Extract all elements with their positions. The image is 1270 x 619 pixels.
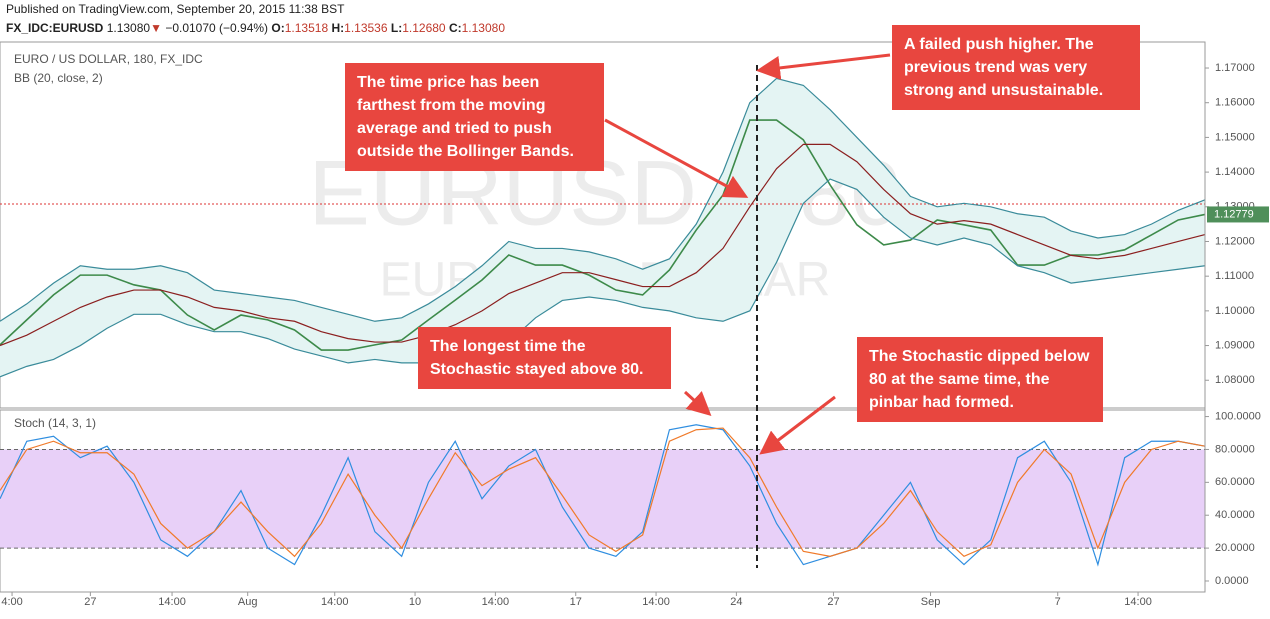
- annotation: The time price has been farthest from th…: [345, 63, 604, 171]
- arrow: [756, 53, 891, 80]
- series-line: [0, 143, 1206, 347]
- band-fill: [0, 78, 1205, 377]
- y-tick-label: 60.0000: [1215, 476, 1255, 488]
- x-tick-label: 14:00: [321, 596, 349, 608]
- x-tick-label: 27: [827, 596, 839, 608]
- series-line: [0, 119, 1206, 351]
- x-tick-label: Aug: [238, 596, 258, 608]
- x-tick-label: 4:00: [1, 596, 22, 608]
- price-marker: [1207, 206, 1269, 223]
- x-tick-label: 10: [409, 596, 421, 608]
- ohlc-value: 1.13518: [284, 21, 329, 35]
- x-tick-label: Sep: [921, 596, 941, 608]
- pane-title: Stoch (14, 3, 1): [14, 416, 96, 430]
- y-tick-label: 80.0000: [1215, 443, 1255, 455]
- pane-title: EURO / US DOLLAR, 180, FX_IDC: [14, 52, 203, 66]
- series-line: [0, 427, 1206, 558]
- y-tick-label: 1.17000: [1215, 62, 1255, 74]
- series-line: [0, 178, 1206, 378]
- quote-line: FX_IDC:EURUSD 1.13080▼ −0.01070 (−0.94%)…: [6, 21, 505, 35]
- y-tick-label: 1.08000: [1215, 374, 1255, 386]
- ohlc: O:1.13518 H:1.13536 L:1.12680 C:1.13080: [271, 21, 505, 35]
- change: −0.01070 (−0.94%): [165, 21, 269, 35]
- price: 1.13080: [106, 21, 151, 35]
- ohlc-key: C:: [448, 21, 462, 35]
- ohlc-key: L:: [390, 21, 403, 35]
- y-tick-label: 1.14000: [1215, 166, 1255, 178]
- series-line: [0, 77, 1206, 322]
- symbol: FX_IDC:EURUSD: [6, 21, 104, 35]
- x-tick-label: 17: [570, 596, 582, 608]
- x-tick-label: 14:00: [158, 596, 186, 608]
- y-tick-label: 1.12000: [1215, 235, 1255, 247]
- ohlc-value: 1.13080: [461, 21, 506, 35]
- x-tick-label: 14:00: [482, 596, 510, 608]
- arrow: [683, 390, 712, 417]
- band-fill: [0, 449, 1205, 549]
- y-tick-label: 1.15000: [1215, 131, 1255, 143]
- ohlc-value: 1.12680: [402, 21, 446, 35]
- x-tick-label: 24: [730, 596, 742, 608]
- y-tick-label: 1.10000: [1215, 305, 1255, 317]
- ohlc-key: H:: [331, 21, 345, 35]
- annotation: The longest time the Stochastic stayed a…: [418, 327, 671, 389]
- y-tick-label: 40.0000: [1215, 509, 1255, 521]
- price-marker-label: 1.12779: [1214, 208, 1254, 220]
- down-arrow: ▼: [150, 21, 162, 35]
- ohlc-key: O:: [271, 21, 285, 35]
- x-tick-label: 14:00: [642, 596, 670, 608]
- series-line: [0, 424, 1206, 567]
- x-tick-label: 27: [84, 596, 96, 608]
- y-tick-label: 100.0000: [1215, 410, 1261, 422]
- y-tick-label: 0.0000: [1215, 575, 1249, 587]
- arrow: [759, 395, 836, 455]
- annotation: The Stochastic dipped below 80 at the sa…: [857, 337, 1103, 422]
- ohlc-value: 1.13536: [344, 21, 388, 35]
- pane-subtitle: BB (20, close, 2): [14, 71, 103, 85]
- annotation: A failed push higher. The previous trend…: [892, 25, 1140, 110]
- x-tick-label: 14:00: [1124, 596, 1152, 608]
- arrow: [604, 118, 749, 198]
- x-tick-label: 7: [1055, 596, 1061, 608]
- y-tick-label: 1.16000: [1215, 97, 1255, 109]
- y-tick-label: 1.11000: [1215, 270, 1254, 282]
- y-tick-label: 1.09000: [1215, 339, 1255, 351]
- y-tick-label: 20.0000: [1215, 542, 1255, 554]
- published: Published on TradingView.com, September …: [6, 2, 345, 16]
